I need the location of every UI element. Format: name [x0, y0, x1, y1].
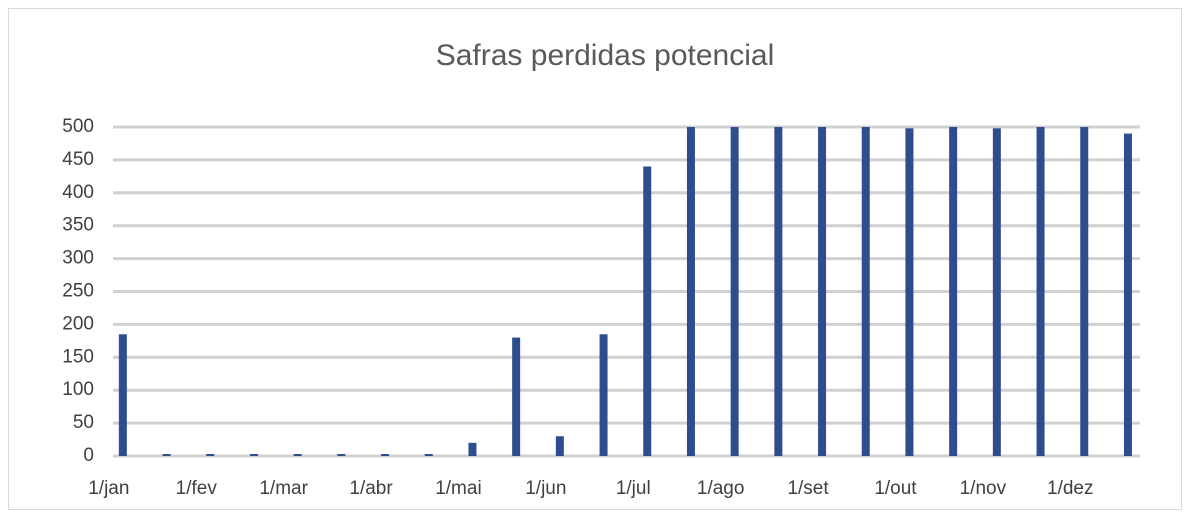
x-tick-label: 1/dez — [1047, 478, 1093, 499]
bar — [468, 442, 477, 456]
x-tick-label: 1/abr — [349, 478, 393, 499]
y-tick-label: 250 — [62, 281, 94, 302]
bar — [293, 454, 302, 456]
bar — [555, 436, 564, 456]
x-tick-label: 1/mar — [259, 478, 308, 499]
y-tick-label: 300 — [62, 248, 94, 269]
y-tick-label: 100 — [62, 379, 94, 400]
bar — [905, 128, 914, 457]
bar — [118, 334, 127, 456]
bar — [381, 454, 390, 456]
bar — [337, 454, 346, 456]
x-tick-label: 1/jul — [616, 478, 651, 499]
y-tick-label: 50 — [73, 412, 94, 433]
bar — [599, 334, 608, 456]
x-tick-label: 1/ago — [697, 478, 745, 499]
x-tick-label: 1/jun — [525, 478, 566, 499]
bar — [206, 454, 215, 456]
bar — [424, 454, 433, 456]
bar — [1123, 133, 1132, 456]
bar — [818, 127, 827, 456]
bar — [686, 127, 695, 456]
y-tick-label: 450 — [62, 149, 94, 170]
x-tick-label: 1/set — [787, 478, 829, 499]
y-tick-label: 200 — [62, 313, 94, 334]
y-tick-label: 500 — [62, 116, 94, 137]
bar — [730, 127, 739, 456]
x-tick-label: 1/jan — [88, 478, 129, 499]
x-tick-label: 1/nov — [960, 478, 1007, 499]
bar — [949, 127, 958, 456]
x-tick-label: 1/fev — [176, 478, 218, 499]
y-tick-label: 0 — [83, 445, 94, 466]
x-tick-label: 1/mai — [435, 478, 481, 499]
y-tick-label: 150 — [62, 346, 94, 367]
y-tick-label: 350 — [62, 215, 94, 236]
bar — [1080, 127, 1089, 456]
bar — [774, 127, 783, 456]
x-tick-label: 1/out — [874, 478, 917, 499]
bar — [512, 337, 521, 456]
bar — [162, 454, 171, 456]
bar — [643, 166, 652, 457]
bar — [1036, 127, 1045, 456]
bar — [249, 454, 258, 456]
y-tick-label: 400 — [62, 182, 94, 203]
chart-title: Safras perdidas potencial — [436, 39, 775, 72]
bar — [992, 128, 1001, 457]
bar — [861, 127, 870, 456]
